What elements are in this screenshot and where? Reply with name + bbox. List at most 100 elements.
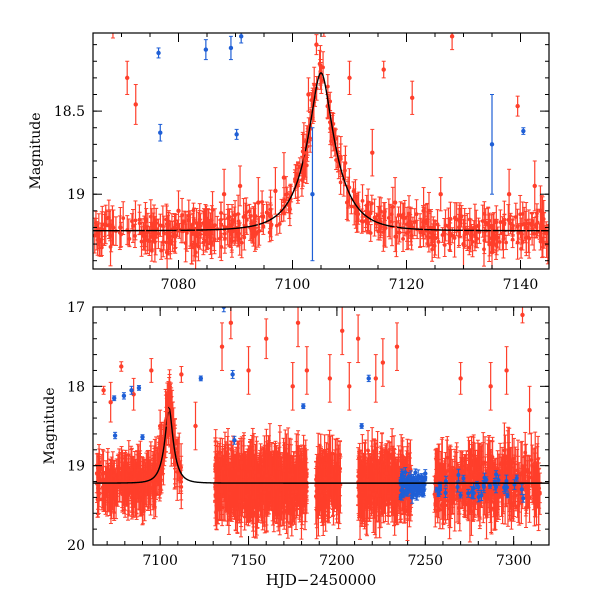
top-red-point xyxy=(402,199,407,237)
bottom-red-point xyxy=(216,458,221,490)
bottom-y-tick-label: 19 xyxy=(67,459,85,475)
top-red-data-point xyxy=(176,190,181,232)
top-red-point xyxy=(519,239,524,259)
top-red-dense-cloud xyxy=(93,45,549,267)
top-red-point xyxy=(447,217,452,251)
bottom-red-point xyxy=(356,447,361,506)
top-red-point xyxy=(154,207,159,239)
top-blue-data-point xyxy=(310,127,315,262)
bottom-y-tick-label: 18 xyxy=(67,379,85,395)
bottom-blue-point xyxy=(436,491,441,498)
bottom-red-point xyxy=(177,432,182,494)
top-red-point xyxy=(236,223,241,247)
top-blue-data-point xyxy=(156,47,161,59)
bottom-red-point xyxy=(378,472,383,498)
bottom-red-series xyxy=(101,307,532,451)
top-red-point xyxy=(108,209,113,242)
bottom-blue-point xyxy=(519,483,524,495)
bottom-red-point xyxy=(102,480,107,512)
bottom-red-point xyxy=(509,447,514,505)
bottom-x-tick-label: 7300 xyxy=(496,553,532,569)
top-red-point xyxy=(409,220,414,251)
top-red-point xyxy=(481,231,486,267)
bottom-blue-data-point xyxy=(359,423,364,429)
top-red-point xyxy=(369,194,374,213)
bottom-red-point xyxy=(230,471,235,492)
top-blue-data-point xyxy=(239,33,244,44)
bottom-red-point xyxy=(296,430,301,487)
top-red-point xyxy=(497,233,502,251)
bottom-red-point xyxy=(132,450,137,508)
bottom-red-point xyxy=(387,449,392,478)
top-red-point xyxy=(99,211,104,246)
bottom-red-data-point xyxy=(355,314,361,364)
bottom-blue-data-point xyxy=(423,469,428,479)
bottom-red-data-point xyxy=(340,307,345,356)
top-red-point xyxy=(431,219,436,236)
top-red-point xyxy=(219,213,224,237)
top-red-data-point xyxy=(306,77,311,112)
bottom-red-point xyxy=(440,436,445,492)
bottom-blue-point xyxy=(404,490,409,497)
bottom-panel: 7100 7150 7200 7250 7300 17 18 19 20 Magnitude H… xyxy=(42,300,550,589)
bottom-red-point xyxy=(273,469,278,505)
bottom-blue-point xyxy=(443,475,448,487)
bottom-blue-data-point xyxy=(198,375,204,382)
top-red-series xyxy=(110,33,543,269)
bottom-x-axis-label: HJD−2450000 xyxy=(266,571,377,589)
bottom-red-point xyxy=(267,477,272,502)
top-panel: 7080 7100 7120 7140 18.5 19 Magnitude xyxy=(28,32,550,293)
top-ticks xyxy=(92,33,550,269)
bottom-y-tick-label: 17 xyxy=(67,300,85,316)
bottom-blue-point xyxy=(481,480,486,491)
top-blue-data-point xyxy=(234,128,239,140)
bottom-red-point xyxy=(100,488,105,511)
top-red-point xyxy=(486,207,491,243)
bottom-red-point xyxy=(138,472,143,517)
bottom-x-tick-label: 7100 xyxy=(142,553,178,569)
top-red-data-point xyxy=(410,80,415,115)
top-red-point xyxy=(534,203,539,224)
bottom-red-point xyxy=(362,459,367,500)
top-red-point xyxy=(191,202,196,219)
bottom-red-point xyxy=(319,468,324,523)
top-red-point xyxy=(161,215,166,251)
top-red-point xyxy=(180,197,185,233)
bottom-blue-point xyxy=(504,474,509,488)
top-red-point xyxy=(260,190,265,214)
bottom-red-data-point xyxy=(264,318,269,360)
top-red-data-point xyxy=(125,60,130,95)
bottom-blue-data-point xyxy=(112,431,118,440)
bottom-red-point xyxy=(111,462,116,489)
top-red-point xyxy=(522,206,527,241)
top-red-point xyxy=(418,213,423,248)
bottom-red-point xyxy=(367,463,372,522)
bottom-red-point xyxy=(264,487,269,533)
bottom-red-data-point xyxy=(165,393,170,427)
bottom-red-point xyxy=(405,438,410,470)
top-model-curve xyxy=(93,72,549,232)
bottom-red-point xyxy=(533,431,538,496)
top-red-point xyxy=(173,220,178,254)
bottom-blue-series xyxy=(112,307,428,479)
top-red-data-point xyxy=(515,95,520,117)
top-red-data-point xyxy=(381,60,386,79)
bottom-red-point xyxy=(372,438,377,465)
bottom-red-data-point xyxy=(327,354,333,403)
top-red-data-point xyxy=(110,33,115,39)
bottom-red-point xyxy=(303,459,308,511)
bottom-blue-point xyxy=(494,470,499,479)
bottom-red-point xyxy=(256,456,261,495)
top-red-point xyxy=(121,201,126,236)
bottom-blue-data-point xyxy=(140,434,145,440)
bottom-blue-data-point xyxy=(230,369,235,379)
bottom-blue-data-point xyxy=(366,374,371,383)
top-red-point xyxy=(202,208,207,240)
top-red-data-point xyxy=(461,218,466,269)
top-red-point xyxy=(377,218,382,241)
top-red-point xyxy=(95,224,100,256)
bottom-red-point xyxy=(233,505,238,531)
bottom-blue-point xyxy=(466,488,471,498)
top-y-axis-label: Magnitude xyxy=(28,112,44,189)
bottom-red-point xyxy=(365,462,370,498)
